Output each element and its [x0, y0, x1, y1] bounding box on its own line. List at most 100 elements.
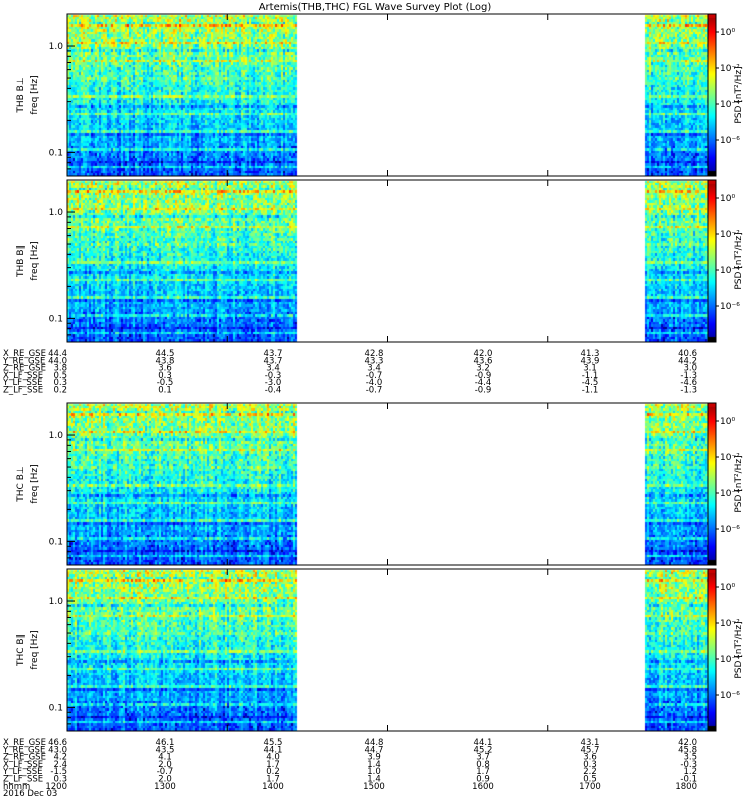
ephemeris-value: -0.7: [157, 767, 174, 777]
ephemeris-value: 3.4: [266, 364, 280, 374]
spectrogram-image: [67, 569, 708, 731]
ephemeris-value: 0.8: [476, 760, 490, 770]
ephemeris-value: 1.7: [266, 760, 280, 770]
ephemeris-tables: X_RE_GSEY_RE_GSEZ_RE_GSEX_LF_SSEY_LF_SSE…: [2, 349, 697, 799]
ephemeris-value: -1.1: [582, 371, 599, 381]
ephemeris-value: 42.8: [365, 349, 384, 359]
y-tick-label: 0.1: [49, 703, 63, 713]
ephemeris-value: 40.6: [678, 349, 697, 359]
y-axis-units: freq [Hz]: [30, 75, 40, 114]
colorbar-frame: [707, 568, 717, 732]
colorbar-tick-label: 10⁻⁴: [720, 100, 740, 110]
ephemeris-value: 44.5: [156, 349, 175, 359]
ephemeris-value: 44.0: [48, 356, 67, 366]
ephemeris-value: 43.0: [48, 745, 67, 755]
ephemeris-value: -1.3: [680, 386, 697, 396]
time-axis-label: hhmm: [3, 782, 30, 792]
ephemeris-value: 3.1: [583, 364, 597, 374]
ephemeris-value: 0.3: [583, 760, 597, 770]
colorbar-tick-label: 10⁻⁶: [720, 136, 740, 146]
ephemeris-value: 44.4: [48, 349, 67, 359]
colorbar-tick-label: 10⁻⁴: [720, 655, 740, 665]
y-axis-label: THC B⊥: [16, 466, 26, 503]
y-tick-label: 1.0: [49, 597, 64, 607]
y-tick-label: 1.0: [49, 42, 64, 52]
ephemeris-value: 2.4: [53, 760, 67, 770]
y-tick-label: 1.0: [49, 208, 64, 218]
plot-title: Artemis(THB,THC) FGL Wave Survey Plot (L…: [259, 2, 492, 13]
y-tick-label: 1.0: [49, 431, 64, 441]
ephemeris-value: -0.5: [157, 378, 174, 388]
spectrogram-panels: 1.0 0.1 THB B⊥ freq [Hz] 10⁰ 10⁻² 10⁻⁴ 10⁻⁶ PSD …: [16, 13, 744, 732]
ephemeris-value: -4.0: [366, 378, 383, 388]
time-axis: hhmm 1200 1300 1400 1500 1600 1700 1800 2016 Dec…: [3, 782, 697, 799]
colorbar: [708, 180, 716, 342]
ephemeris-value: -4.6: [680, 378, 697, 388]
ephemeris-value: -0.4: [265, 386, 282, 396]
ephemeris-row-label: Z_RE_GSE: [3, 364, 46, 374]
colorbar-label: PSD [nT²/Hz]: [734, 232, 744, 289]
ephemeris-value: 44.1: [474, 738, 493, 748]
colorbar-frame: [707, 402, 717, 566]
ephemeris-row-label: X_RE_GSE: [3, 738, 46, 748]
ephemeris-value: 45.7: [581, 745, 600, 755]
ephemeris-value: -1.5: [50, 767, 67, 777]
ephemeris-value: 0.1: [158, 386, 172, 396]
ephemeris-value: 3.0: [683, 364, 697, 374]
ephemeris-value: 0.3: [53, 775, 67, 785]
ephemeris-value: 46.1: [156, 738, 175, 748]
ephemeris-value: 45.5: [264, 738, 283, 748]
ephemeris-row-label: Z_LF_SSE: [3, 775, 43, 785]
ephemeris-row-label: Z_LF_SSE: [3, 386, 43, 396]
ephemeris-row-label: Y_LF_SSE: [2, 767, 42, 777]
ephemeris-value: 46.6: [48, 738, 67, 748]
ephemeris-value: 3.5: [683, 753, 697, 763]
colorbar-tick-label: 10⁻⁴: [720, 266, 740, 276]
ephemeris-row-label: X_RE_GSE: [3, 349, 46, 359]
ephemeris-value: 0.3: [158, 371, 172, 381]
time-tick-label: 1200: [45, 782, 67, 792]
time-tick-label: 1500: [363, 782, 385, 792]
ephemeris-value: 43.7: [264, 349, 283, 359]
colorbar-tick-label: 10⁻⁴: [720, 489, 740, 499]
ephemeris-value: -0.9: [475, 386, 492, 396]
colorbar-tick-label: 10⁻²: [720, 453, 740, 463]
ephemeris-value: -1.1: [582, 386, 599, 396]
ephemeris-value: -0.1: [680, 775, 697, 785]
ephemeris-row-label: Z_RE_GSE: [3, 753, 46, 763]
time-tick-label: 1400: [262, 782, 284, 792]
ephemeris-value: 1.4: [367, 760, 381, 770]
ephemeris-value: 3.6: [158, 364, 172, 374]
y-tick-label: 0.1: [49, 314, 63, 324]
ephemeris-value: 42.0: [678, 738, 697, 748]
colorbar-label: PSD [nT²/Hz]: [734, 621, 744, 678]
ephemeris-value: 0.3: [53, 378, 67, 388]
y-axis-label: THB B∥: [16, 245, 26, 278]
time-tick-label: 1700: [579, 782, 601, 792]
colorbar-tick-label: 10⁻⁶: [720, 525, 740, 535]
ephemeris-value: -4.4: [475, 378, 492, 388]
y-tick-label: 0.1: [49, 148, 63, 158]
colorbar-tick-label: 10⁰: [720, 28, 735, 38]
ephemeris-row-label: X_LF_SSE: [3, 371, 43, 381]
colorbar: [708, 403, 716, 565]
ephemeris-block: X_RE_GSEY_RE_GSEZ_RE_GSEX_LF_SSEY_LF_SSE…: [2, 738, 697, 785]
ephemeris-value: 45.2: [474, 745, 493, 755]
ephemeris-value: 41.3: [581, 349, 600, 359]
ephemeris-row-label: Y_RE_GSE: [2, 745, 45, 755]
y-axis-units: freq [Hz]: [30, 241, 40, 280]
ephemeris-value: 1.4: [367, 775, 381, 785]
spectrogram-image: [67, 14, 708, 176]
spectrogram-panel: 1.0 0.1 THB B⊥ freq [Hz] 10⁰ 10⁻² 10⁻⁴ 10⁻⁶ PSD …: [16, 13, 744, 177]
ephemeris-value: 0.2: [266, 767, 280, 777]
ephemeris-value: 4.1: [158, 753, 172, 763]
ephemeris-value: 2.2: [583, 767, 597, 777]
ephemeris-value: 2.0: [158, 760, 172, 770]
ephemeris-value: 44.2: [678, 356, 697, 366]
colorbar-tick-label: 10⁻²: [720, 64, 740, 74]
ephemeris-value: 3.7: [476, 753, 490, 763]
colorbar-tick-label: 10⁻²: [720, 619, 740, 629]
ephemeris-value: 43.8: [156, 356, 175, 366]
ephemeris-value: 44.8: [365, 738, 384, 748]
ephemeris-value: -0.9: [475, 371, 492, 381]
